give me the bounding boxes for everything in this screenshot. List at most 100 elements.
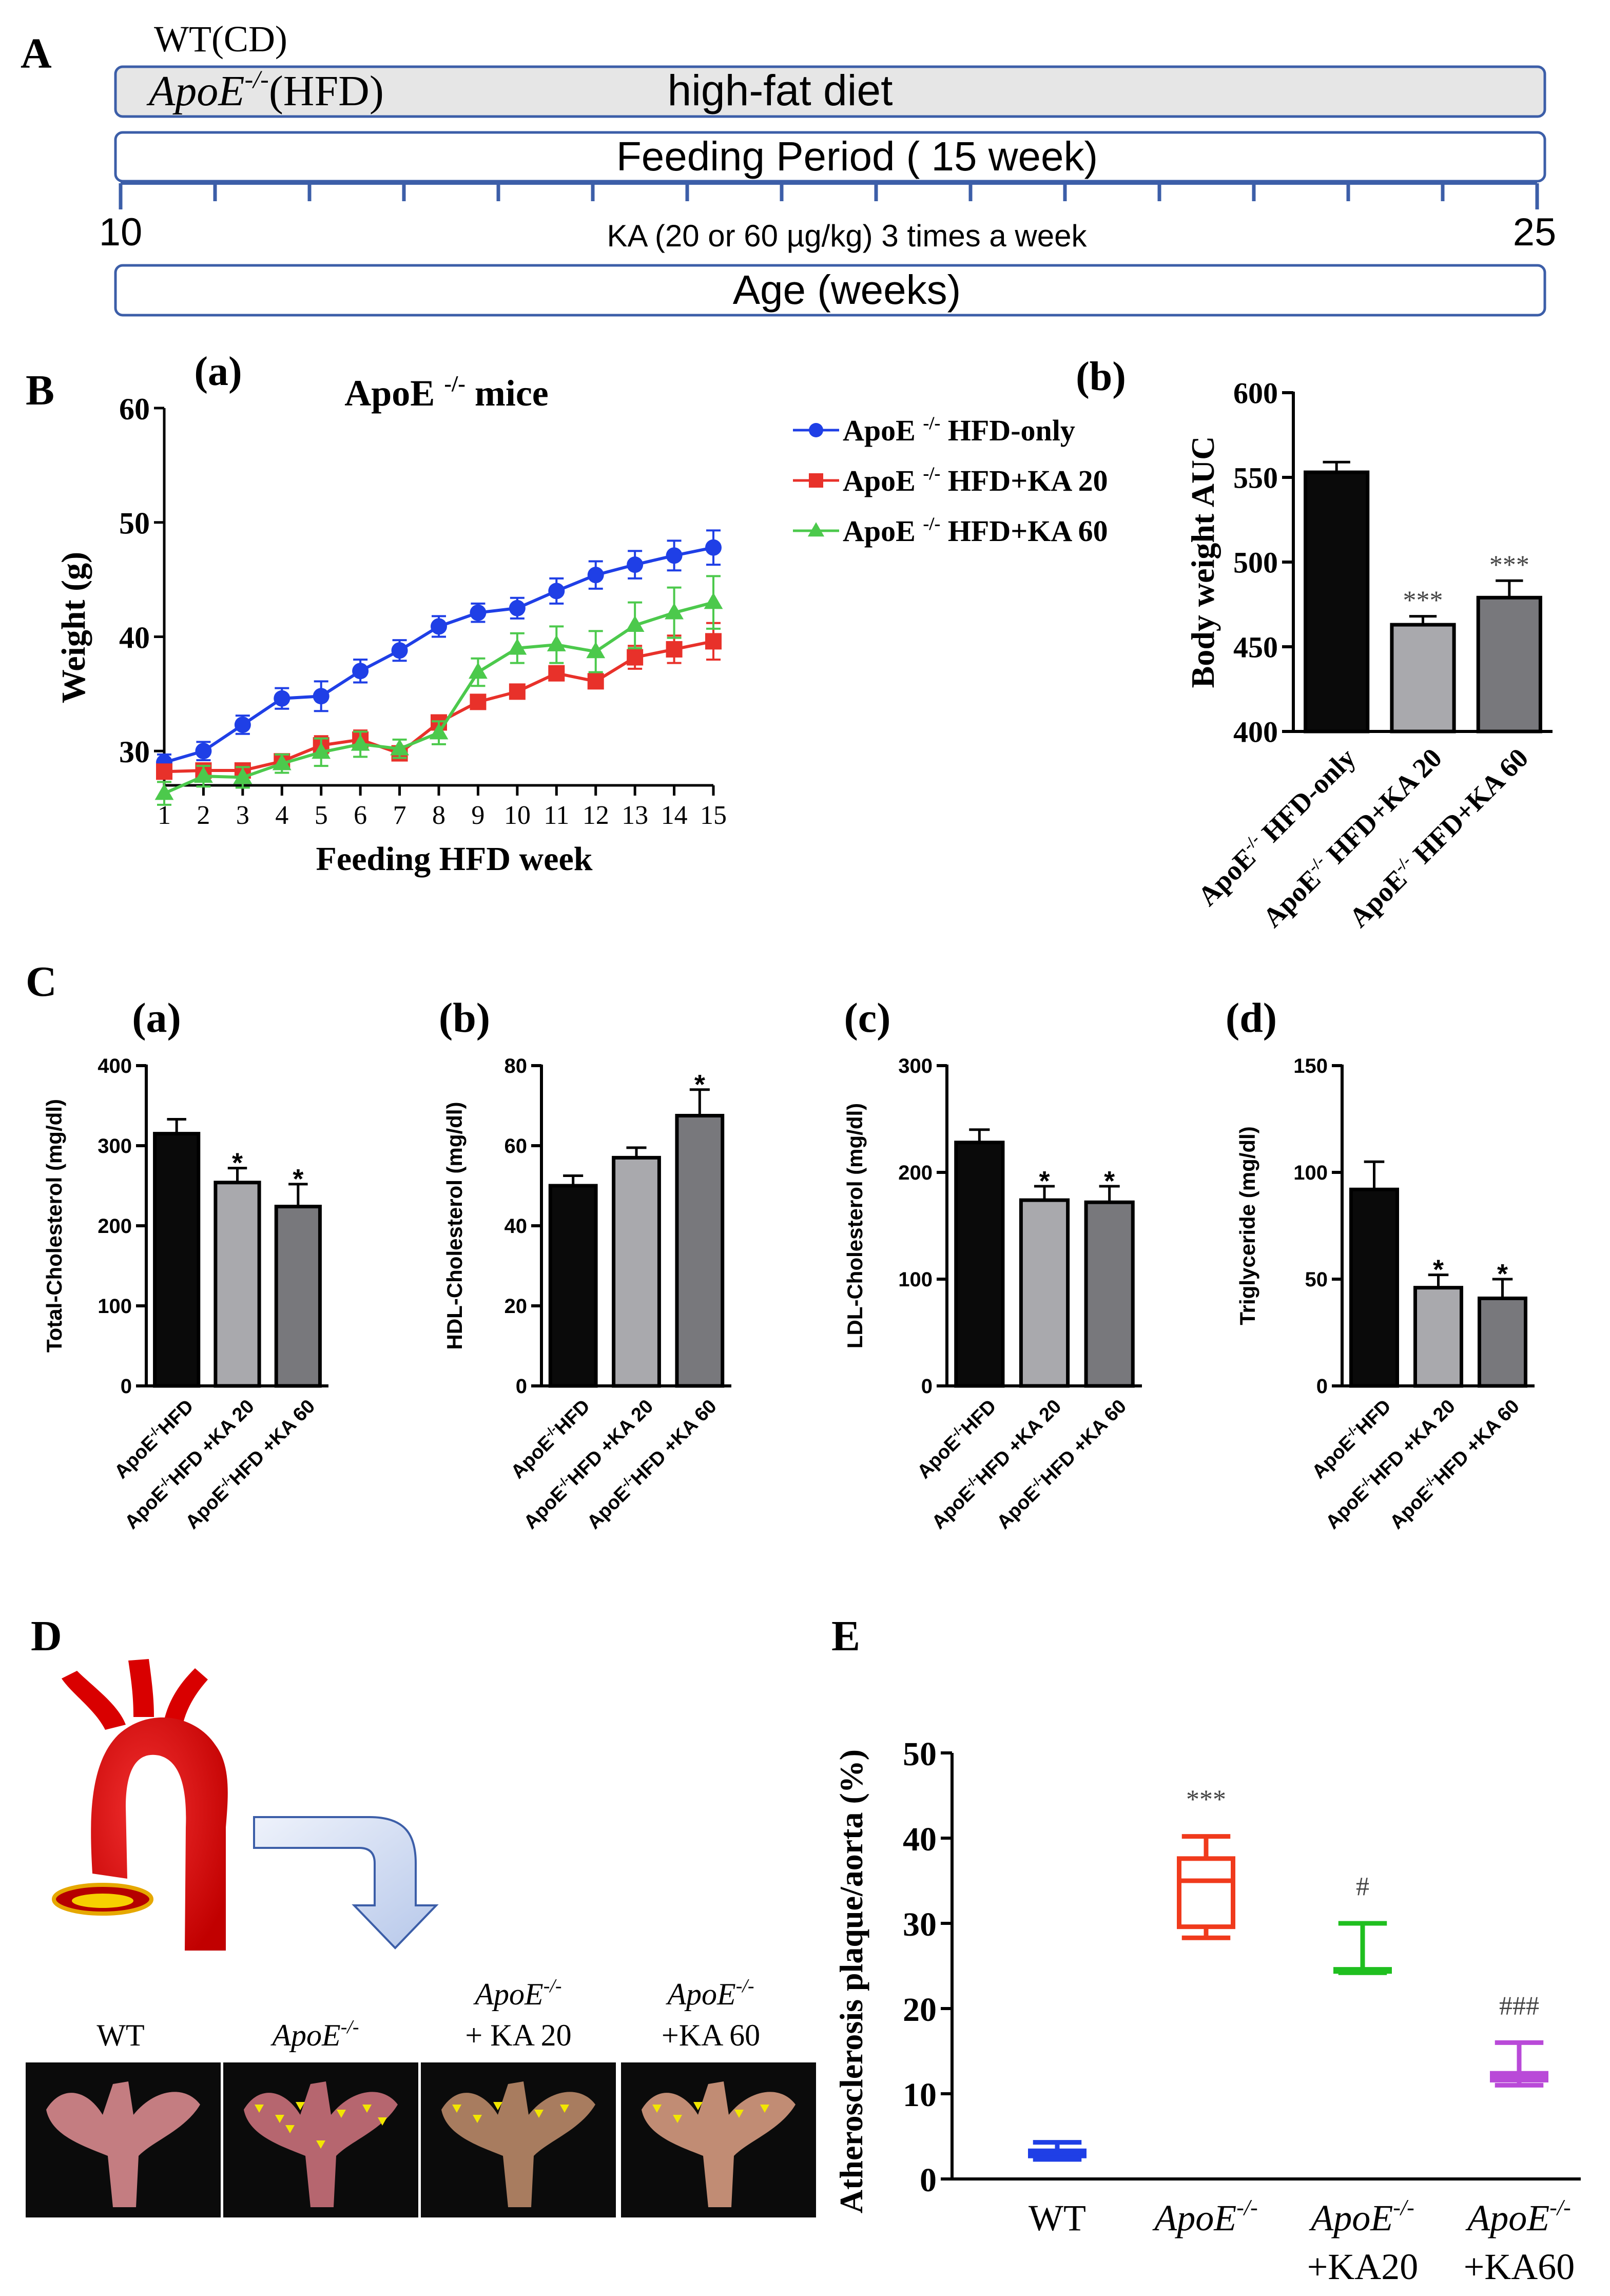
- y-tick-label: 40: [119, 621, 150, 654]
- y-axis-label: HDL-Cholesterol (mg/dl): [442, 1102, 467, 1350]
- aorta-photo: [223, 2062, 418, 2217]
- treatment-text: KA (20 or 60 µg/kg) 3 times a week: [607, 219, 1087, 253]
- panel-label-b: B: [26, 366, 54, 414]
- x-tick-label: 7: [393, 801, 406, 830]
- bar: [1413, 1286, 1463, 1388]
- data-point: [587, 567, 604, 584]
- x-tick-label: 5: [315, 801, 328, 830]
- group-label-sup: -/-: [1236, 2195, 1258, 2220]
- apoe-hfd-label: ApoE-/-(HFD): [146, 65, 384, 115]
- significance-marker: ***: [1403, 586, 1443, 615]
- y-axis-label: Weight (g): [55, 552, 92, 703]
- legend-label-sup: -/-: [923, 513, 940, 534]
- y-tick-label: 450: [1233, 630, 1278, 664]
- y-tick-label: 400: [98, 1055, 132, 1077]
- box: [1028, 2140, 1087, 2162]
- x-axis-label: Feeding HFD week: [316, 840, 593, 878]
- significance-marker: ***: [1489, 550, 1529, 580]
- group-label-main: ApoE: [270, 2018, 340, 2052]
- data-point: [548, 665, 565, 682]
- plaque-arrow-icon: [673, 2115, 682, 2123]
- group-label-sup: -/-: [736, 1975, 754, 1997]
- y-tick-label: 200: [898, 1162, 933, 1184]
- data-point: [274, 690, 290, 707]
- group-label-main: ApoE: [665, 1977, 735, 2011]
- y-tick-label: 80: [505, 1055, 528, 1077]
- aorta-photo: [26, 2062, 221, 2217]
- box: ###: [1490, 1991, 1548, 2088]
- box: ***: [1177, 1785, 1235, 1940]
- series: [154, 575, 723, 806]
- group-label-main: ApoE: [1465, 2197, 1549, 2239]
- y-axis-label: Triglyceride (mg/dl): [1235, 1126, 1259, 1325]
- plaque-arrow-icon: [255, 2105, 264, 2113]
- y-tick-label: 20: [505, 1295, 528, 1318]
- y-axis-label: LDL-Cholesterol (mg/dl): [843, 1103, 867, 1348]
- group-label-sup: -/-: [1549, 2195, 1571, 2220]
- legend-label-main: ApoE: [843, 464, 923, 497]
- plaque-arrow-icon: [693, 2102, 703, 2110]
- data-point: [312, 742, 331, 759]
- legend-entry: ApoE -/- HFD+KA 20: [793, 463, 1108, 497]
- data-point: [154, 783, 174, 800]
- x-tick-label: 13: [622, 801, 648, 830]
- subpanel-label: (a): [132, 994, 181, 1041]
- data-point: [547, 634, 566, 651]
- bar: [612, 1155, 661, 1388]
- bar: [1478, 1296, 1527, 1388]
- data-point: [627, 649, 644, 666]
- group-label: ApoE-/-: [1309, 2195, 1414, 2239]
- y-tick-label: 300: [98, 1135, 132, 1157]
- apoe-hfd-label-suffix: (HFD): [269, 67, 384, 115]
- x-tick-label: 15: [700, 801, 727, 830]
- group-label-line2: +KA 60: [662, 2018, 760, 2052]
- significance-marker: *: [293, 1164, 303, 1194]
- curved-arrow-icon: [253, 1816, 439, 1950]
- x-tick-label: 3: [236, 801, 249, 830]
- legend-label-sup: -/-: [923, 413, 940, 433]
- y-axis-label: Body weight AUC: [1185, 436, 1221, 688]
- bar: [1390, 623, 1456, 734]
- y-tick-label: 400: [1233, 715, 1278, 748]
- y-tick-label: 20: [903, 1991, 937, 2029]
- group-label-sup: -/-: [1393, 2195, 1414, 2220]
- aorta-tissue: [46, 2081, 200, 2207]
- y-tick-label: 550: [1233, 461, 1278, 494]
- plaque-arrow-icon: [652, 2105, 662, 2113]
- bar: [153, 1132, 201, 1388]
- data-point: [431, 618, 447, 635]
- data-point: [313, 688, 329, 705]
- group-label: ApoE-/-: [665, 1975, 754, 2011]
- series: [156, 529, 722, 772]
- significance-marker: ###: [1499, 1991, 1539, 2020]
- legend-label-main: ApoE: [843, 414, 923, 447]
- data-point: [704, 592, 723, 609]
- data-point: [627, 556, 644, 573]
- data-point: [429, 723, 449, 740]
- data-point: [469, 662, 488, 679]
- legend-label-suffix: HFD-only: [940, 414, 1075, 447]
- data-point: [470, 604, 487, 621]
- plaque-arrow-icon: [493, 2102, 502, 2110]
- significance-marker: *: [1433, 1255, 1444, 1285]
- aorta-photos: [26, 2062, 816, 2217]
- data-point: [587, 673, 604, 690]
- subpanel-label: (b): [439, 994, 490, 1041]
- wt-cd-label: WT(CD): [154, 18, 287, 60]
- bar: [1476, 595, 1542, 734]
- y-tick-label: 0: [516, 1375, 527, 1398]
- y-tick-label: 50: [119, 507, 150, 541]
- data-point: [625, 615, 645, 632]
- legend-label: ApoE -/- HFD+KA 60: [843, 513, 1108, 548]
- y-tick-label: 100: [98, 1295, 132, 1318]
- data-point: [391, 642, 408, 659]
- apoe-hfd-label-sup: -/-: [245, 65, 269, 93]
- data-point: [666, 641, 683, 658]
- plaque-arrow-icon: [760, 2105, 769, 2113]
- aorta-tissue: [642, 2081, 796, 2207]
- age-text: Age (weeks): [733, 267, 961, 313]
- plaque-arrow-icon: [473, 2115, 482, 2123]
